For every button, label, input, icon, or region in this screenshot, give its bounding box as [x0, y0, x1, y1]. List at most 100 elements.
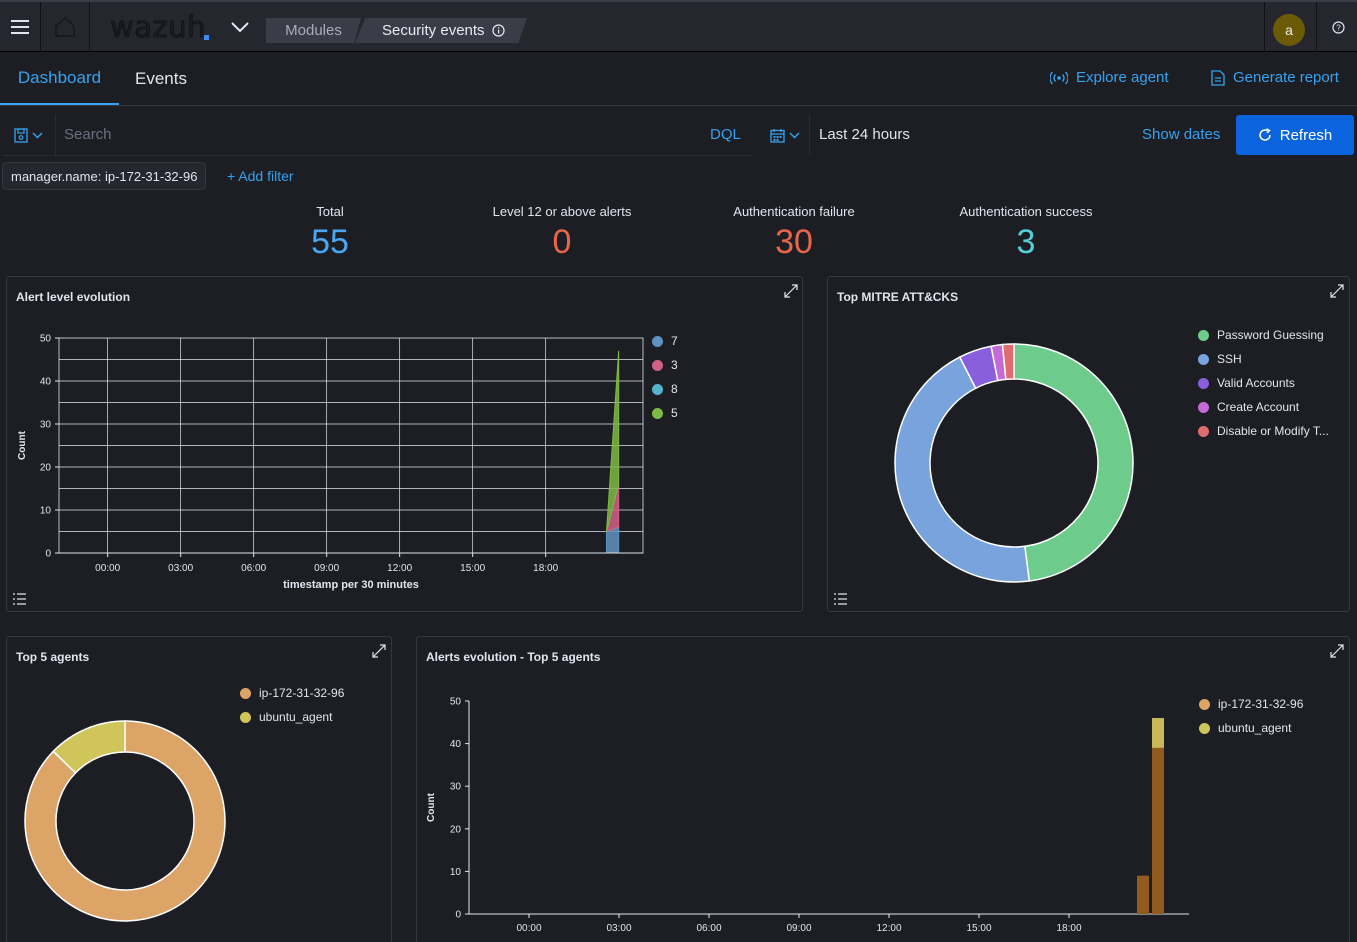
stat-value[interactable]: 30 [775, 223, 813, 261]
alert-level-panel: Alert level evolution 0 10 20 30 40 50 00:00 03… [6, 276, 803, 612]
legend-item[interactable]: ip-172-31-32-96 [1199, 692, 1303, 716]
stat-value[interactable]: 55 [311, 223, 349, 261]
x-tick-label: 18:00 [533, 563, 558, 574]
stat-value[interactable]: 0 [552, 223, 572, 261]
legend-item[interactable]: 7 [652, 329, 678, 353]
query-bar: Search DQL Last 24 hours Show dates Refr… [0, 114, 1357, 156]
y-tick-label: 50 [450, 697, 462, 708]
refresh-icon [1258, 128, 1271, 141]
wazuh-logo[interactable]: wazuh [110, 10, 206, 45]
tab-dashboard[interactable]: Dashboard [0, 52, 119, 105]
y-tick-label: 10 [450, 867, 462, 878]
chevron-down-icon[interactable] [226, 2, 254, 52]
legend-item[interactable]: 3 [652, 353, 678, 377]
broadcast-icon [1050, 71, 1068, 84]
stat-value[interactable]: 3 [1016, 223, 1036, 261]
x-tick-label: 15:00 [460, 563, 485, 574]
legend-label: Password Guessing [1217, 328, 1324, 342]
refresh-button[interactable]: Refresh [1236, 115, 1354, 155]
stat-auth-failure: Authentication failure 30 [714, 204, 874, 262]
panel-title: Top 5 agents [16, 650, 90, 664]
time-range[interactable]: Last 24 hours [819, 126, 910, 143]
legend-swatch [652, 359, 663, 371]
generate-report-label: Generate report [1233, 69, 1339, 86]
legend-swatch [1199, 722, 1210, 734]
save-icon [14, 127, 28, 143]
x-tick-label: 03:00 [606, 923, 631, 934]
y-tick-label: 0 [45, 549, 51, 560]
stat-label: Authentication failure [733, 204, 855, 219]
saved-queries-button[interactable] [2, 114, 56, 156]
legend-label: 7 [671, 334, 678, 348]
legend-label: ip-172-31-32-96 [1218, 697, 1304, 711]
dql-toggle[interactable]: DQL [710, 126, 741, 143]
info-icon[interactable] [491, 24, 505, 37]
legend-swatch [240, 711, 251, 723]
list-icon[interactable] [13, 593, 27, 605]
chart-legend: ip-172-31-32-96 ubuntu_agent [240, 681, 344, 729]
legend-item[interactable]: 8 [652, 377, 678, 401]
breadcrumb-security-events: Security events [355, 18, 527, 43]
x-tick-label: 18:00 [1056, 923, 1081, 934]
legend-swatch [652, 335, 663, 347]
legend-swatch [1198, 353, 1209, 365]
help-icon[interactable]: ? [1326, 2, 1350, 52]
slice-1 [894, 356, 1031, 583]
expand-icon[interactable] [371, 643, 387, 659]
y-tick-label: 50 [40, 334, 52, 345]
x-tick-label: 09:00 [314, 563, 339, 574]
stat-label: Level 12 or above alerts [492, 204, 632, 219]
legend-swatch [1198, 377, 1209, 389]
x-tick-label: 06:00 [696, 923, 721, 934]
legend-item[interactable]: ubuntu_agent [1199, 716, 1303, 740]
legend-label: 5 [671, 406, 678, 420]
x-tick-label: 00:00 [516, 923, 541, 934]
legend-label: 3 [671, 358, 678, 372]
panel-title: Top MITRE ATT&CKS [837, 290, 959, 304]
chart-legend: 7 3 8 5 [652, 329, 678, 425]
search-input[interactable]: Search [64, 126, 112, 143]
legend-label: ubuntu_agent [1218, 721, 1292, 735]
x-tick-label: 09:00 [786, 923, 811, 934]
home-icon[interactable] [41, 2, 89, 52]
date-picker-button[interactable] [760, 114, 810, 156]
alert-level-chart: 0 10 20 30 40 50 00:00 03:00 06:00 09:00 12:00 15:0… [17, 334, 644, 591]
legend-swatch [1198, 329, 1209, 341]
legend-item[interactable]: Create Account [1198, 395, 1329, 419]
slice-4 [1001, 343, 1015, 381]
y-axis-title: Count [17, 430, 28, 460]
chart-legend: Password Guessing SSH Valid Accounts Create… [1198, 323, 1329, 443]
legend-label: Create Account [1217, 400, 1300, 414]
legend-item[interactable]: 5 [652, 401, 678, 425]
avatar[interactable]: a [1273, 14, 1305, 46]
agents-evolution-chart: 0 10 20 30 40 50 00:00 03:00 06:00 09:00 12:00 15:0… [426, 697, 1189, 934]
legend-label: Disable or Modify T... [1217, 424, 1329, 438]
y-tick-label: 40 [450, 739, 462, 750]
add-filter-button[interactable]: + Add filter [227, 168, 294, 184]
x-tick-label: 15:00 [966, 923, 991, 934]
breadcrumb-modules[interactable]: Modules [266, 18, 361, 43]
slice-1 [52, 720, 126, 774]
menu-icon[interactable] [0, 2, 40, 52]
explore-agent-button[interactable]: Explore agent [1050, 69, 1169, 86]
legend-item[interactable]: ip-172-31-32-96 [240, 681, 344, 705]
tab-events[interactable]: Events [135, 68, 187, 88]
bar-ip-172-31-32-96 [1152, 747, 1164, 914]
expand-icon[interactable] [1329, 643, 1345, 659]
expand-icon[interactable] [1329, 283, 1345, 299]
legend-item[interactable]: ubuntu_agent [240, 705, 344, 729]
slice-0 [1013, 343, 1134, 582]
y-tick-label: 20 [40, 463, 52, 474]
generate-report-button[interactable]: Generate report [1211, 69, 1339, 86]
calendar-icon [769, 128, 785, 143]
expand-icon[interactable] [783, 283, 799, 299]
list-icon[interactable] [834, 593, 848, 605]
filter-pill[interactable]: manager.name: ip-172-31-32-96 [2, 162, 207, 190]
legend-item[interactable]: Disable or Modify T... [1198, 419, 1329, 443]
show-dates-link[interactable]: Show dates [1142, 126, 1221, 143]
legend-label: 8 [671, 382, 678, 396]
legend-item[interactable]: Valid Accounts [1198, 371, 1329, 395]
y-tick-label: 40 [40, 377, 52, 388]
legend-item[interactable]: Password Guessing [1198, 323, 1329, 347]
legend-item[interactable]: SSH [1198, 347, 1329, 371]
